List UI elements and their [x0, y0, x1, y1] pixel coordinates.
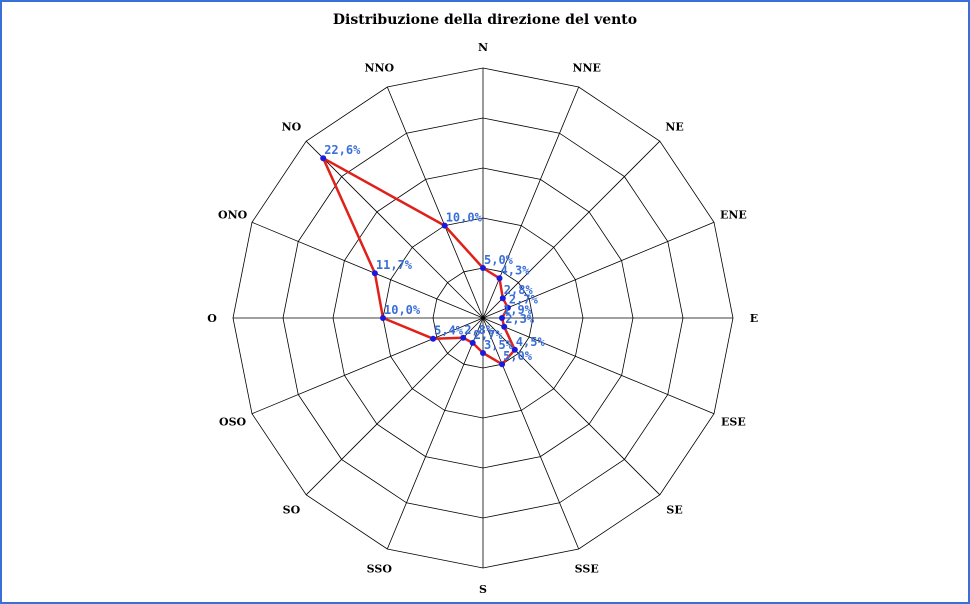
data-point-OSO: [430, 335, 437, 342]
direction-label-OSO: OSO: [219, 416, 247, 429]
direction-label-NNO: NNO: [364, 62, 394, 75]
spoke-SSO: [386, 317, 484, 550]
data-point-O: [380, 315, 386, 321]
data-point-SE: [511, 346, 518, 353]
spoke-NE: [482, 140, 661, 319]
value-label-N: 5,0%: [484, 253, 514, 267]
data-point-ENE: [504, 304, 511, 311]
data-point-ONO: [371, 270, 378, 277]
data-point-SO: [460, 334, 467, 341]
spoke-ENE: [482, 221, 715, 319]
direction-label-S: S: [479, 583, 487, 596]
value-label-NNE: 4,3%: [501, 263, 531, 277]
direction-label-SO: SO: [283, 504, 301, 517]
data-point-N: [480, 265, 486, 271]
value-label-SE: 4,5%: [516, 335, 546, 349]
value-label-SSE: 5,0%: [503, 349, 533, 363]
spoke-NNO: [386, 86, 484, 319]
direction-label-ENE: ENE: [720, 208, 747, 221]
data-point-ESE: [501, 323, 508, 330]
data-point-SSO: [469, 339, 476, 346]
value-label-ONO: 11,7%: [376, 258, 413, 272]
direction-label-SSE: SSE: [575, 562, 599, 575]
data-point-NNE: [496, 275, 503, 282]
spoke-ONO: [251, 221, 484, 319]
direction-label-NO: NO: [282, 120, 302, 133]
direction-label-SSO: SSO: [367, 562, 393, 575]
spoke-SO: [305, 317, 484, 496]
direction-label-SE: SE: [666, 504, 682, 517]
value-label-NE: 2,8%: [504, 283, 534, 297]
direction-label-N: N: [478, 41, 488, 54]
data-point-S: [480, 350, 486, 356]
value-label-ENE: 2,7%: [509, 293, 539, 307]
direction-label-NE: NE: [665, 120, 683, 133]
spoke-ESE: [482, 317, 715, 415]
value-label-NO: 22,6%: [324, 143, 361, 157]
chart-title: Distribuzione della direzione del vento: [332, 12, 638, 28]
spoke-OSO: [251, 317, 484, 415]
direction-label-O: O: [207, 312, 217, 325]
value-label-SO: 2,8%: [464, 323, 494, 337]
value-label-E: 1,9%: [503, 303, 533, 317]
direction-label-E: E: [750, 312, 758, 325]
spoke-SSE: [482, 317, 580, 550]
direction-label-ONO: ONO: [218, 208, 248, 221]
data-point-NE: [499, 295, 506, 302]
value-label-ESE: 2,3%: [505, 312, 535, 326]
value-label-NNO: 10,0%: [446, 211, 483, 225]
value-label-S: 3,5%: [484, 338, 514, 352]
value-label-SSO: 2,7%: [474, 328, 504, 342]
data-point-NNO: [441, 222, 448, 229]
data-point-E: [499, 315, 505, 321]
value-label-OSO: 5,4%: [434, 324, 464, 338]
data-point-SSE: [499, 361, 506, 368]
spoke-NO: [305, 140, 484, 319]
direction-label-ESE: ESE: [721, 416, 746, 429]
value-label-O: 10,0%: [384, 303, 421, 317]
data-point-NO: [320, 155, 327, 162]
direction-label-NNE: NNE: [572, 62, 601, 75]
